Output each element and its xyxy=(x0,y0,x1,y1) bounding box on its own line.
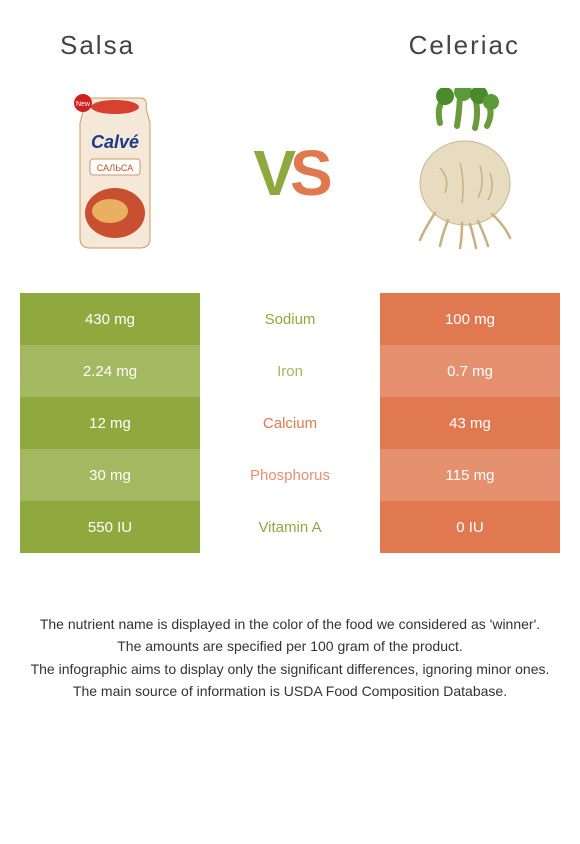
val-left: 12 mg xyxy=(20,397,200,449)
nutrient-label: Iron xyxy=(200,345,380,397)
footer-notes: The nutrient name is displayed in the co… xyxy=(0,553,580,703)
nutrient-label: Vitamin A xyxy=(200,501,380,553)
nutrient-label: Sodium xyxy=(200,293,380,345)
footer-line: The nutrient name is displayed in the co… xyxy=(20,613,560,635)
val-right: 0 IU xyxy=(380,501,560,553)
vs-label: VS xyxy=(253,136,326,210)
title-left: Salsa xyxy=(60,30,135,61)
vs-v: V xyxy=(253,137,290,209)
nutrient-label: Calcium xyxy=(200,397,380,449)
table-row: 12 mg Calcium 43 mg xyxy=(20,397,560,449)
val-left: 30 mg xyxy=(20,449,200,501)
table-row: 30 mg Phosphorus 115 mg xyxy=(20,449,560,501)
footer-line: The main source of information is USDA F… xyxy=(20,680,560,702)
svg-text:New: New xyxy=(76,101,91,108)
val-right: 115 mg xyxy=(380,449,560,501)
val-right: 43 mg xyxy=(380,397,560,449)
table-row: 550 IU Vitamin A 0 IU xyxy=(20,501,560,553)
val-right: 100 mg xyxy=(380,293,560,345)
val-left: 550 IU xyxy=(20,501,200,553)
title-right: Celeriac xyxy=(409,30,520,61)
vs-s: S xyxy=(290,137,327,209)
val-right: 0.7 mg xyxy=(380,345,560,397)
val-left: 2.24 mg xyxy=(20,345,200,397)
svg-text:САЛЬСА: САЛЬСА xyxy=(97,163,133,173)
svg-text:Calvé: Calvé xyxy=(91,132,139,152)
nutrient-table: 430 mg Sodium 100 mg 2.24 mg Iron 0.7 mg… xyxy=(0,293,580,553)
celeriac-image xyxy=(390,83,540,263)
val-left: 430 mg xyxy=(20,293,200,345)
salsa-image: Calvé САЛЬСА New xyxy=(40,83,190,263)
table-row: 2.24 mg Iron 0.7 mg xyxy=(20,345,560,397)
footer-line: The amounts are specified per 100 gram o… xyxy=(20,635,560,657)
table-row: 430 mg Sodium 100 mg xyxy=(20,293,560,345)
footer-line: The infographic aims to display only the… xyxy=(20,658,560,680)
nutrient-label: Phosphorus xyxy=(200,449,380,501)
